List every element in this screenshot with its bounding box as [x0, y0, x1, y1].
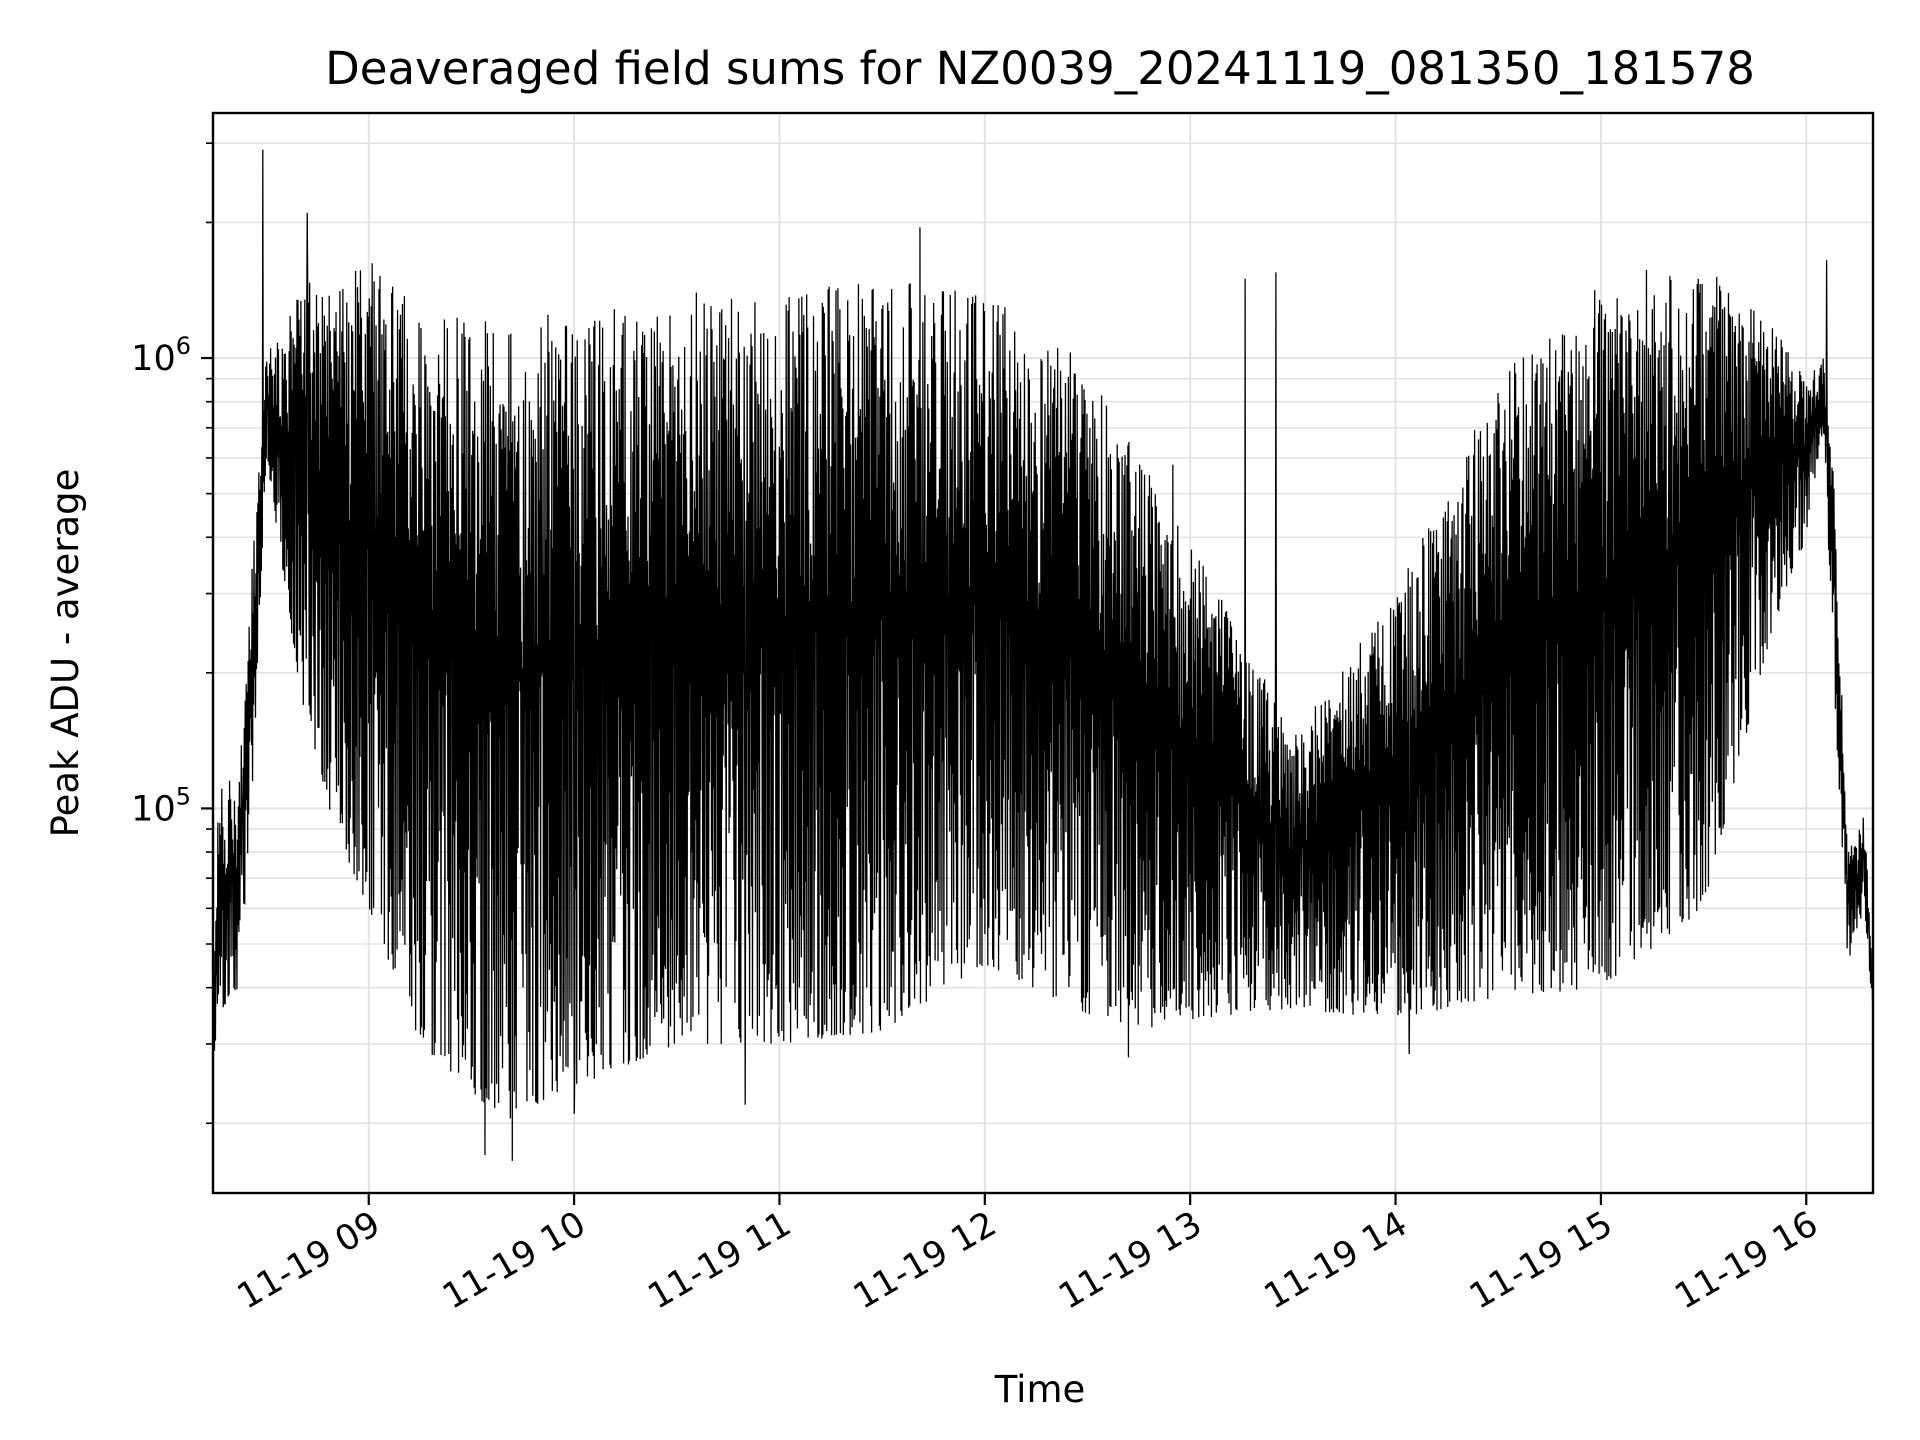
y-axis: 105 106	[131, 142, 213, 1125]
y-tick-label: 105	[131, 782, 191, 829]
data-series	[212, 149, 1874, 1161]
chart-title: Deaveraged field sums for NZ0039_2024111…	[325, 42, 1755, 95]
series-line	[212, 149, 1874, 1161]
plot-frame	[211, 111, 1875, 1195]
y-tick-label: 106	[131, 332, 191, 379]
y-axis-label: Peak ADU - average	[44, 469, 87, 838]
x-axis-label: Time	[994, 1368, 1086, 1411]
